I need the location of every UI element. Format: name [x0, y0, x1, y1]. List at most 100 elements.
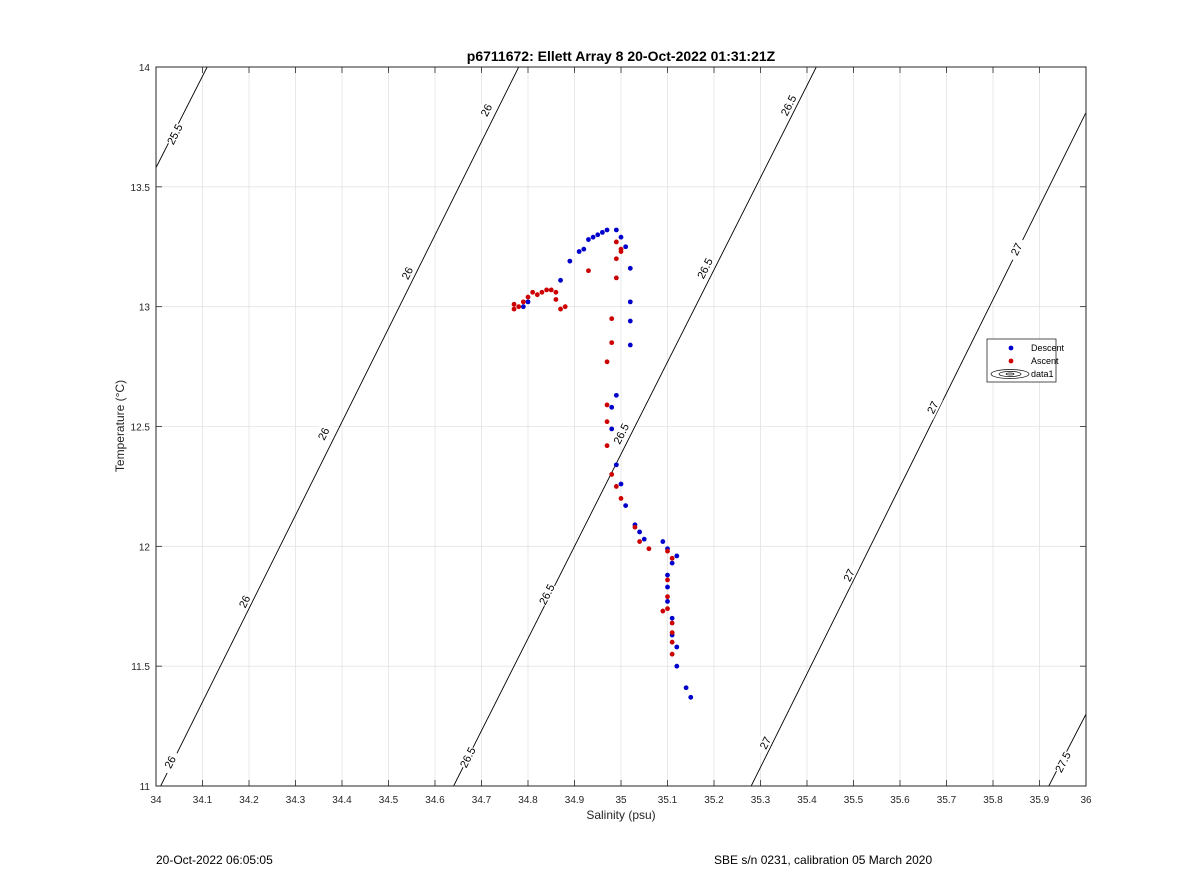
point-descent: [688, 694, 694, 700]
point-ascent: [609, 340, 615, 346]
point-ascent: [618, 246, 624, 252]
point-ascent: [669, 651, 675, 657]
x-tick-label: 34.1: [193, 795, 213, 806]
point-ascent: [613, 256, 619, 262]
point-ascent: [511, 301, 517, 307]
point-ascent: [562, 304, 568, 310]
point-descent: [674, 663, 680, 669]
point-ascent: [646, 546, 652, 552]
contour-label-bg: [921, 394, 943, 420]
contour-label-bg: [163, 121, 185, 147]
contour-label: 27: [1005, 236, 1027, 262]
point-descent: [609, 404, 615, 410]
point-ascent: [669, 630, 675, 636]
contour-label-text: 27: [842, 567, 858, 583]
contour-line-27: [750, 112, 1086, 786]
contour-label-text: 27: [1009, 241, 1025, 257]
point-descent: [665, 584, 670, 590]
contour-label-text: 26: [237, 594, 253, 610]
footer-instrument: SBE s/n 0231, calibration 05 March 2020: [714, 853, 933, 867]
point-descent: [665, 599, 670, 604]
contour-label-bg: [233, 588, 255, 614]
point-descent: [613, 462, 619, 468]
x-tick-label: 35.3: [751, 795, 771, 806]
point-ascent: [604, 419, 610, 425]
x-tick-label: 35: [615, 795, 627, 806]
point-descent: [627, 342, 633, 348]
contour-label-bg: [1051, 749, 1074, 775]
point-ascent: [660, 608, 666, 614]
point-ascent: [553, 297, 559, 302]
point-ascent: [669, 555, 675, 561]
x-tick-label: 35.5: [844, 795, 864, 806]
x-tick-label: 35.7: [937, 795, 957, 806]
y-axis-label: Temperature (°C): [113, 380, 127, 472]
point-descent: [586, 237, 591, 242]
contour-line-26: [160, 67, 520, 786]
point-descent: [627, 299, 633, 305]
point-ascent: [530, 289, 536, 295]
point-ascent: [553, 289, 559, 295]
point-ascent: [609, 472, 615, 477]
x-axis: 34 34.1 34.2 34.3 34.4 34.5 34.6 34.7 34.8 34.9 35…: [150, 67, 1092, 806]
point-ascent: [516, 304, 522, 310]
x-tick-label: 35.4: [797, 795, 817, 806]
y-axis: 11 11.5 12 12.5 13 13.5 14: [131, 63, 1086, 793]
point-descent: [520, 304, 526, 310]
footer-timestamp: 20-Oct-2022 06:05:05: [156, 853, 273, 867]
y-tick-label: 13: [139, 303, 151, 314]
point-descent: [669, 615, 675, 621]
contour-label-bg: [395, 260, 418, 286]
contour-label-text: 26: [316, 426, 332, 442]
density-contours: [156, 67, 1086, 786]
x-tick-label: 34.4: [332, 795, 352, 806]
x-axis-label: Salinity (psu): [586, 808, 655, 822]
point-descent: [609, 426, 615, 432]
point-ascent: [544, 287, 549, 293]
point-descent: [674, 553, 680, 559]
x-tick-label: 35.9: [1030, 795, 1050, 806]
point-descent: [567, 258, 573, 264]
point-ascent: [586, 268, 591, 274]
point-descent: [660, 539, 666, 544]
contour-label-bg: [158, 749, 181, 775]
contour-label-text: 26: [400, 265, 416, 281]
point-ascent: [604, 443, 610, 449]
point-descent: [600, 229, 605, 235]
point-descent: [637, 529, 642, 535]
y-tick-label: 12: [139, 542, 151, 553]
x-tick-label: 34: [150, 795, 162, 806]
point-ascent: [665, 548, 670, 554]
x-tick-label: 34.3: [286, 795, 306, 806]
legend: Descent Ascent data1: [986, 338, 1065, 383]
point-descent: [604, 227, 610, 233]
x-tick-label: 35.6: [890, 795, 910, 806]
contour-label-bg: [609, 420, 632, 447]
point-descent: [613, 227, 619, 233]
point-descent: [618, 234, 624, 240]
contour-line-26-5: [453, 67, 817, 786]
point-ascent: [604, 402, 610, 408]
contour-line-25-5: [156, 67, 208, 168]
y-tick-label: 11.5: [131, 662, 150, 673]
point-descent: [674, 644, 680, 650]
contour-label: 26: [395, 260, 418, 286]
series-ascent: [511, 239, 675, 657]
x-tick-label: 34.5: [379, 795, 399, 806]
point-ascent: [539, 289, 545, 295]
contour-label: 26: [474, 97, 497, 123]
x-tick-label: 34.8: [518, 795, 538, 806]
contour-label: 26: [158, 749, 181, 775]
contour-label-bg: [693, 255, 716, 281]
contour-label-text: 27: [758, 735, 774, 751]
legend-label-descent: Descent: [1031, 343, 1065, 353]
point-descent: [525, 299, 531, 305]
point-descent: [623, 503, 629, 508]
contour-label-text: 27: [925, 400, 941, 416]
x-tick-label: 34.6: [425, 795, 445, 806]
contour-label: 27: [837, 562, 860, 588]
point-ascent: [613, 239, 619, 245]
data-points: [511, 227, 694, 700]
point-ascent: [637, 539, 642, 544]
contour-label: 26: [233, 588, 255, 614]
